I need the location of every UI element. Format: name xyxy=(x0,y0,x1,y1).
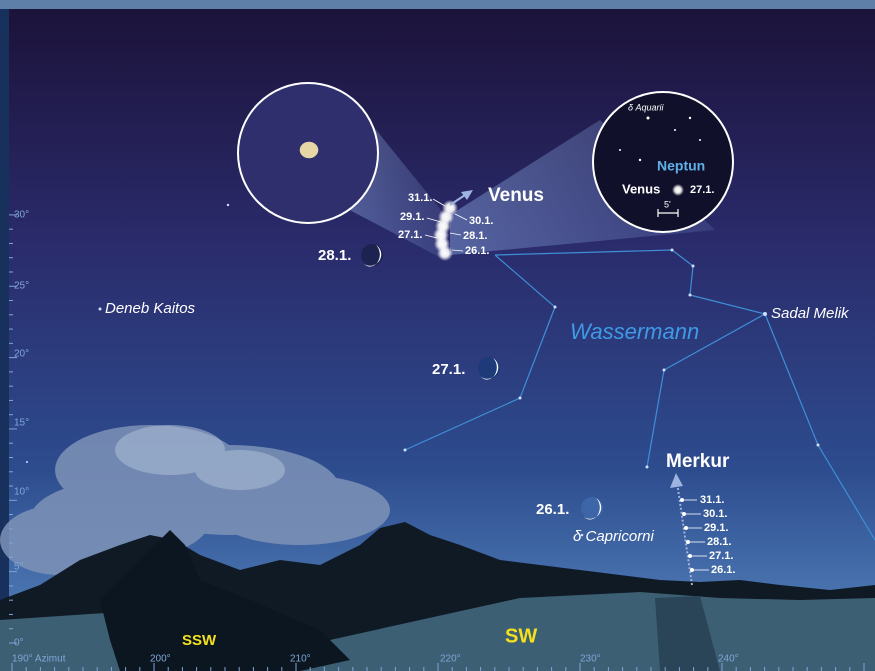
circle xyxy=(674,129,676,131)
date-label: 31.1. xyxy=(408,192,432,204)
inset-venus: Venus xyxy=(622,181,660,196)
date-label: 29.1. xyxy=(400,211,424,223)
circle xyxy=(227,204,229,206)
moon-date: 26.1. xyxy=(536,501,569,518)
inset-neptune: Neptun xyxy=(657,158,705,174)
date-label: 27.1. xyxy=(398,229,422,241)
alt-label: 20° xyxy=(14,349,29,360)
date-label: 28.1. xyxy=(463,230,487,242)
direction: SW xyxy=(505,625,537,647)
left-band xyxy=(0,9,9,671)
star-label: Sadal Melik xyxy=(771,305,850,322)
circle xyxy=(99,308,102,311)
circle xyxy=(647,117,650,120)
circle xyxy=(663,369,666,372)
sky-chart: 30° 25° 20° 15° 10° 5° 0° 190° Azimut 20… xyxy=(0,0,875,671)
top-band xyxy=(0,0,875,9)
moon-date: 27.1. xyxy=(432,361,465,378)
date-label: 31.1. xyxy=(700,494,724,506)
circle xyxy=(689,294,692,297)
inset-date: 27.1. xyxy=(690,184,714,196)
alt-label: 0° xyxy=(14,638,24,649)
circle xyxy=(519,397,522,400)
circle xyxy=(671,249,674,252)
date-label: 26.1. xyxy=(465,245,489,257)
circle xyxy=(817,444,820,447)
moon-date: 28.1. xyxy=(318,247,351,264)
inset-star: δ Aquarii xyxy=(628,102,665,112)
circle xyxy=(619,149,621,151)
inset-scale: 5' xyxy=(664,199,671,209)
circle xyxy=(684,526,688,530)
circle xyxy=(763,312,767,316)
circle xyxy=(26,461,28,463)
az-label: 220° xyxy=(440,654,461,665)
circle xyxy=(581,497,603,519)
planet-label: Venus xyxy=(488,185,544,206)
circle xyxy=(688,554,692,558)
planet-label: Merkur xyxy=(666,451,730,472)
az-label: 240° xyxy=(718,654,739,665)
date-label: 28.1. xyxy=(707,536,731,548)
circle xyxy=(682,512,686,516)
circle xyxy=(690,568,694,572)
circle xyxy=(686,540,690,544)
az-label: 230° xyxy=(580,654,601,665)
star-label: δ Capricorni xyxy=(573,528,655,545)
constellation-label: Wassermann xyxy=(570,319,699,344)
circle xyxy=(699,139,701,141)
circle xyxy=(554,306,557,309)
alt-label: 10° xyxy=(14,487,29,498)
circle xyxy=(639,159,641,161)
date-label: 30.1. xyxy=(469,215,493,227)
ellipse xyxy=(195,450,285,490)
direction: SSW xyxy=(182,632,217,649)
az-label: 210° xyxy=(290,654,311,665)
alt-label: 15° xyxy=(14,418,29,429)
circle xyxy=(361,244,383,266)
circle xyxy=(680,498,684,502)
az-label: 190° Azimut xyxy=(12,654,66,665)
date-label: 27.1. xyxy=(709,550,733,562)
az-label: 200° xyxy=(150,654,171,665)
circle xyxy=(437,245,453,261)
circle xyxy=(478,357,500,379)
alt-label: 30° xyxy=(14,210,29,221)
circle xyxy=(404,449,407,452)
circle xyxy=(646,466,649,469)
venus-disc xyxy=(300,142,319,158)
date-label: 29.1. xyxy=(704,522,728,534)
alt-label: 5° xyxy=(14,562,24,573)
venus-star xyxy=(672,184,684,196)
date-label: 26.1. xyxy=(711,564,735,576)
alt-label: 25° xyxy=(14,281,29,292)
date-label: 30.1. xyxy=(703,508,727,520)
circle xyxy=(692,265,695,268)
circle xyxy=(689,117,691,119)
star-label: Deneb Kaitos xyxy=(105,300,196,317)
